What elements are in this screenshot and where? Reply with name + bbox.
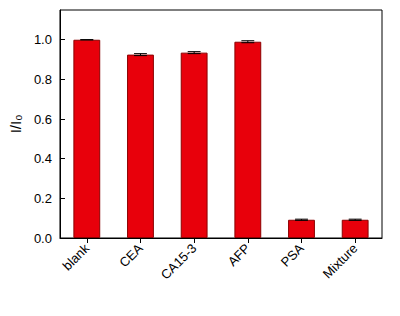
svg-text:0.0: 0.0 xyxy=(34,231,52,246)
svg-text:CA15-3: CA15-3 xyxy=(158,241,200,283)
svg-text:0.2: 0.2 xyxy=(34,191,52,206)
svg-text:0.4: 0.4 xyxy=(34,151,52,166)
svg-text:I/I₀: I/I₀ xyxy=(7,115,24,134)
svg-text:Mixture: Mixture xyxy=(320,241,361,282)
svg-text:0.6: 0.6 xyxy=(34,112,52,127)
svg-text:0.8: 0.8 xyxy=(34,72,52,87)
svg-text:CEA: CEA xyxy=(116,240,146,270)
svg-text:AFP: AFP xyxy=(225,241,253,269)
svg-text:1.0: 1.0 xyxy=(34,32,52,47)
svg-text:PSA: PSA xyxy=(278,240,307,269)
svg-text:blank: blank xyxy=(60,240,93,273)
